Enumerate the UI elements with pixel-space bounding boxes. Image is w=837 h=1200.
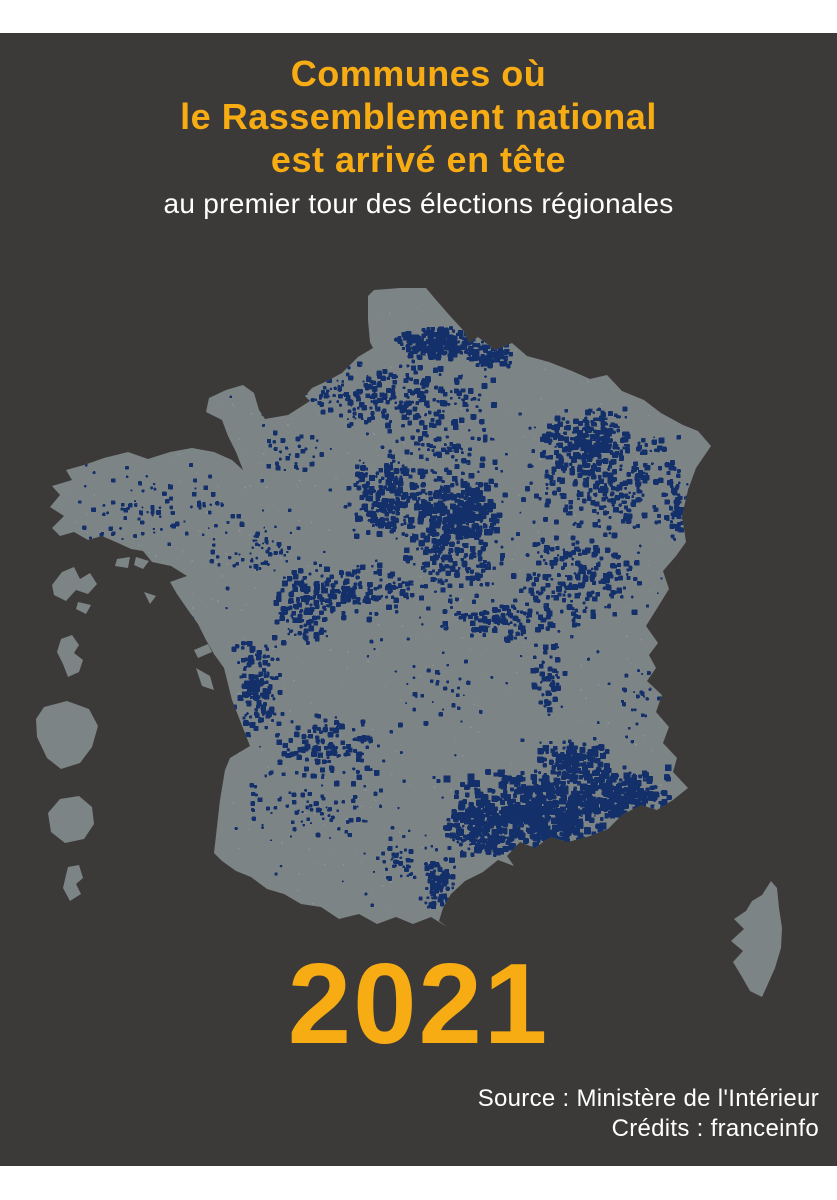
subtitle: au premier tour des élections régionales — [163, 188, 674, 219]
title-line-1: Communes où — [290, 53, 547, 94]
footer-credits: Source : Ministère de l'Intérieur Crédit… — [478, 1084, 819, 1144]
map-guadeloupe — [52, 557, 149, 614]
map-martinique — [57, 635, 83, 677]
title-line-3: est arrivé en tête — [270, 139, 567, 180]
header: Communes où le Rassemblement national es… — [0, 52, 837, 220]
rn-communes-dots — [69, 308, 711, 912]
title-line-2: le Rassemblement national — [180, 96, 657, 137]
map-mayotte — [63, 865, 83, 901]
map-guyane — [36, 701, 98, 769]
map-corsica — [731, 881, 782, 997]
year-label: 2021 — [287, 941, 550, 1068]
source-line: Source : Ministère de l'Intérieur — [477, 1085, 819, 1112]
map-atlantic-islands — [115, 557, 214, 690]
credits-line: Crédits : franceinfo — [611, 1115, 819, 1142]
map-reunion — [48, 796, 94, 843]
